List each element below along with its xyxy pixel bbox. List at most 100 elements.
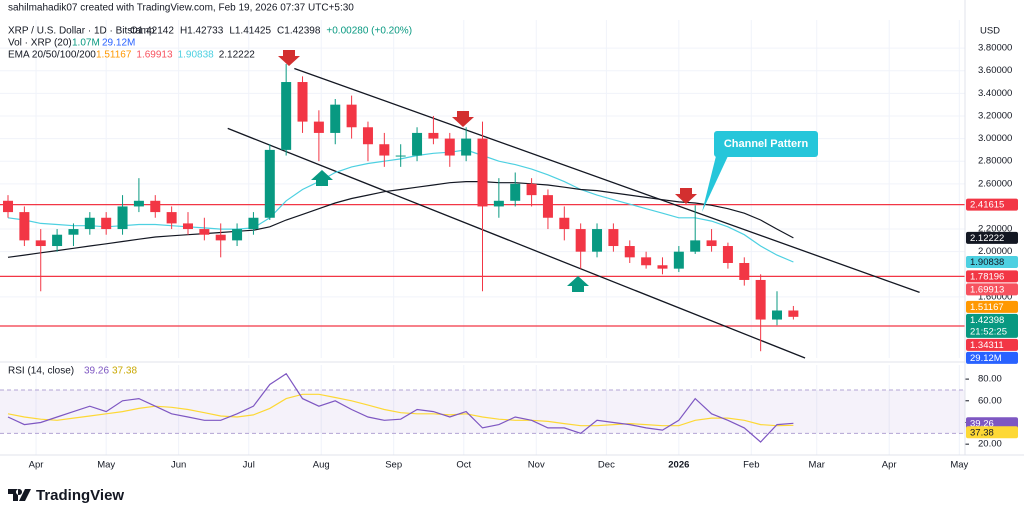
- callout-text: Channel Pattern: [724, 138, 809, 150]
- footer-text: TradingView: [36, 487, 124, 504]
- candle-body: [166, 212, 177, 224]
- candle-body: [592, 229, 603, 252]
- y-tick-label: 3.60000: [978, 65, 1012, 76]
- down-arrow: [452, 111, 474, 127]
- price-label-bg: [966, 300, 1018, 313]
- candle-body: [3, 200, 14, 213]
- candle-body: [755, 279, 766, 320]
- ohlc-legend: O1.42142 H1.42733 L1.41425 C1.42398 +0.00280…: [130, 26, 412, 37]
- price-label: 1.78196: [970, 271, 1004, 282]
- volume-label: 29.12M: [970, 353, 1002, 364]
- up-arrow: [311, 170, 333, 186]
- candle-body: [477, 138, 488, 207]
- ohlc-value: H1.42733: [180, 26, 224, 37]
- rsi-tick-label: 80.00: [978, 374, 1002, 385]
- price-label-bg: [966, 270, 1018, 283]
- candle-body: [428, 132, 439, 139]
- x-tick-label: Oct: [456, 460, 471, 471]
- candle-body: [624, 246, 635, 258]
- y-tick-label: 3.00000: [978, 133, 1012, 144]
- candle-body: [281, 82, 292, 150]
- signal-arrows: [278, 50, 697, 292]
- x-tick-label: Jul: [243, 460, 255, 471]
- x-tick-label: 2026: [668, 460, 689, 471]
- candle-body: [346, 104, 357, 128]
- y-tick-label: 1.60000: [978, 291, 1012, 302]
- ema-legend: 1.51167 1.69913 1.90838 2.12222: [96, 50, 255, 61]
- rsi-label: 39.26: [970, 418, 994, 429]
- volume-label-bg: [966, 351, 1018, 364]
- y-tick-label: 3.40000: [978, 88, 1012, 99]
- countdown: 21:52:25: [970, 326, 1007, 337]
- y-tick-label: 3.80000: [978, 43, 1012, 54]
- callout-pointer: [702, 156, 728, 212]
- ohlc-value: C1.42398: [277, 26, 321, 37]
- ema-legend-value: 1.69913: [136, 50, 173, 61]
- candle-body: [68, 229, 79, 235]
- y-tick-label: 3.20000: [978, 110, 1012, 121]
- candle-body: [19, 212, 30, 241]
- candle-body: [313, 121, 324, 133]
- ohlc-value: L1.41425: [229, 26, 271, 37]
- candle-body: [788, 310, 799, 317]
- x-tick-label: Dec: [598, 460, 615, 471]
- candle-body: [706, 240, 717, 247]
- rsi-label: 37.38: [970, 427, 994, 438]
- candle-body: [526, 183, 537, 196]
- candle-body: [150, 200, 161, 213]
- candle-body: [493, 200, 504, 207]
- volume-legend-value: 1.07M: [72, 38, 100, 49]
- x-tick-label: Apr: [882, 460, 897, 471]
- candle-body: [52, 234, 63, 247]
- ema-legend-value: 2.12222: [219, 50, 256, 61]
- candle-body: [395, 155, 406, 157]
- channel-line: [227, 127, 806, 359]
- candle-body: [542, 195, 553, 218]
- x-tick-label: Mar: [809, 460, 825, 471]
- rsi-tick-label: 20.00: [978, 439, 1002, 450]
- up-arrow: [567, 276, 589, 292]
- price-label-bg: [966, 256, 1018, 269]
- y-tick-label: 2.80000: [978, 156, 1012, 167]
- rsi-legend-ma: 37.38: [112, 366, 137, 377]
- price-label: 1.69913: [970, 284, 1004, 295]
- price-label-bg: [966, 313, 1018, 338]
- candle-body: [510, 183, 521, 201]
- callout: Channel Pattern: [702, 131, 818, 212]
- ema-line: [7, 181, 794, 258]
- candle-body: [772, 310, 783, 320]
- price-label: 2.41615: [970, 200, 1004, 211]
- candle-body: [608, 229, 619, 247]
- y-tick-label: 2.00000: [978, 246, 1012, 257]
- rsi-line: [7, 372, 794, 443]
- candle-body: [412, 132, 423, 156]
- x-tick-label: May: [950, 460, 968, 471]
- x-tick-label: May: [97, 460, 115, 471]
- candle-body: [35, 240, 46, 247]
- candle-body: [722, 246, 733, 263]
- price-label: 1.42398: [970, 315, 1004, 326]
- ohlc-value: O1.42142: [130, 26, 174, 37]
- rsi-ma-line: [7, 393, 794, 427]
- candle-body: [657, 265, 668, 269]
- candle-body: [444, 138, 455, 156]
- down-arrow: [278, 50, 300, 66]
- price-label: 1.90838: [970, 257, 1004, 268]
- price-label-bg: [966, 231, 1018, 244]
- candle-body: [362, 127, 373, 145]
- channel-line: [294, 67, 920, 294]
- rsi-label-bg: [966, 426, 1018, 439]
- candle-body: [461, 138, 472, 156]
- ema-legend-value: 1.90838: [178, 50, 215, 61]
- candle-body: [690, 240, 701, 252]
- candle-body: [101, 217, 112, 230]
- candle-body: [673, 251, 684, 269]
- ohlc-value: +0.00280 (+0.20%): [326, 26, 412, 37]
- candle-body: [739, 262, 750, 280]
- rsi-label-bg: [966, 417, 1018, 430]
- candle-body: [575, 229, 586, 252]
- x-tick-label: Sep: [385, 460, 402, 471]
- price-label-bg: [966, 338, 1018, 351]
